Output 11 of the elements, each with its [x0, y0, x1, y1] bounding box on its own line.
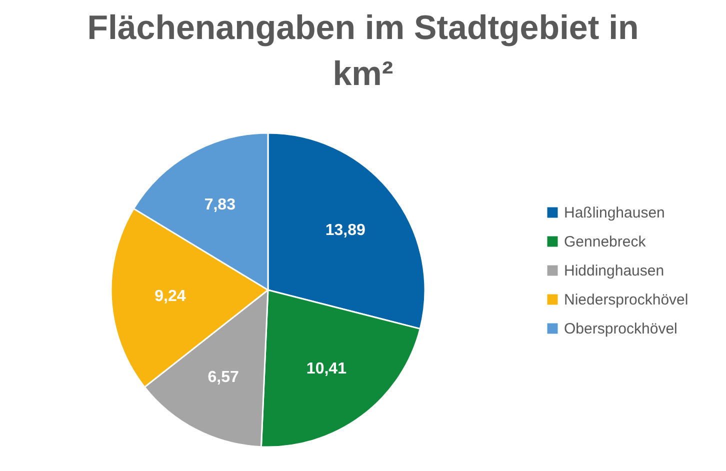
data-label: 9,24: [154, 288, 186, 305]
data-label: 6,57: [208, 369, 239, 386]
data-label: 10,41: [306, 360, 347, 378]
data-label: 13,89: [325, 222, 366, 239]
legend-label: Gennebreck: [564, 234, 646, 250]
legend-label: Hiddinghausen: [564, 262, 664, 280]
legend-label: Niedersprockhövel: [564, 292, 688, 308]
chart-title: Flächenangaben im Stadtgebiet in km²: [87, 9, 639, 93]
legend-label: Haßlinghausen: [564, 204, 665, 222]
data-label: 7,83: [204, 196, 236, 214]
legend-label: Obersprockhövel: [564, 320, 678, 338]
